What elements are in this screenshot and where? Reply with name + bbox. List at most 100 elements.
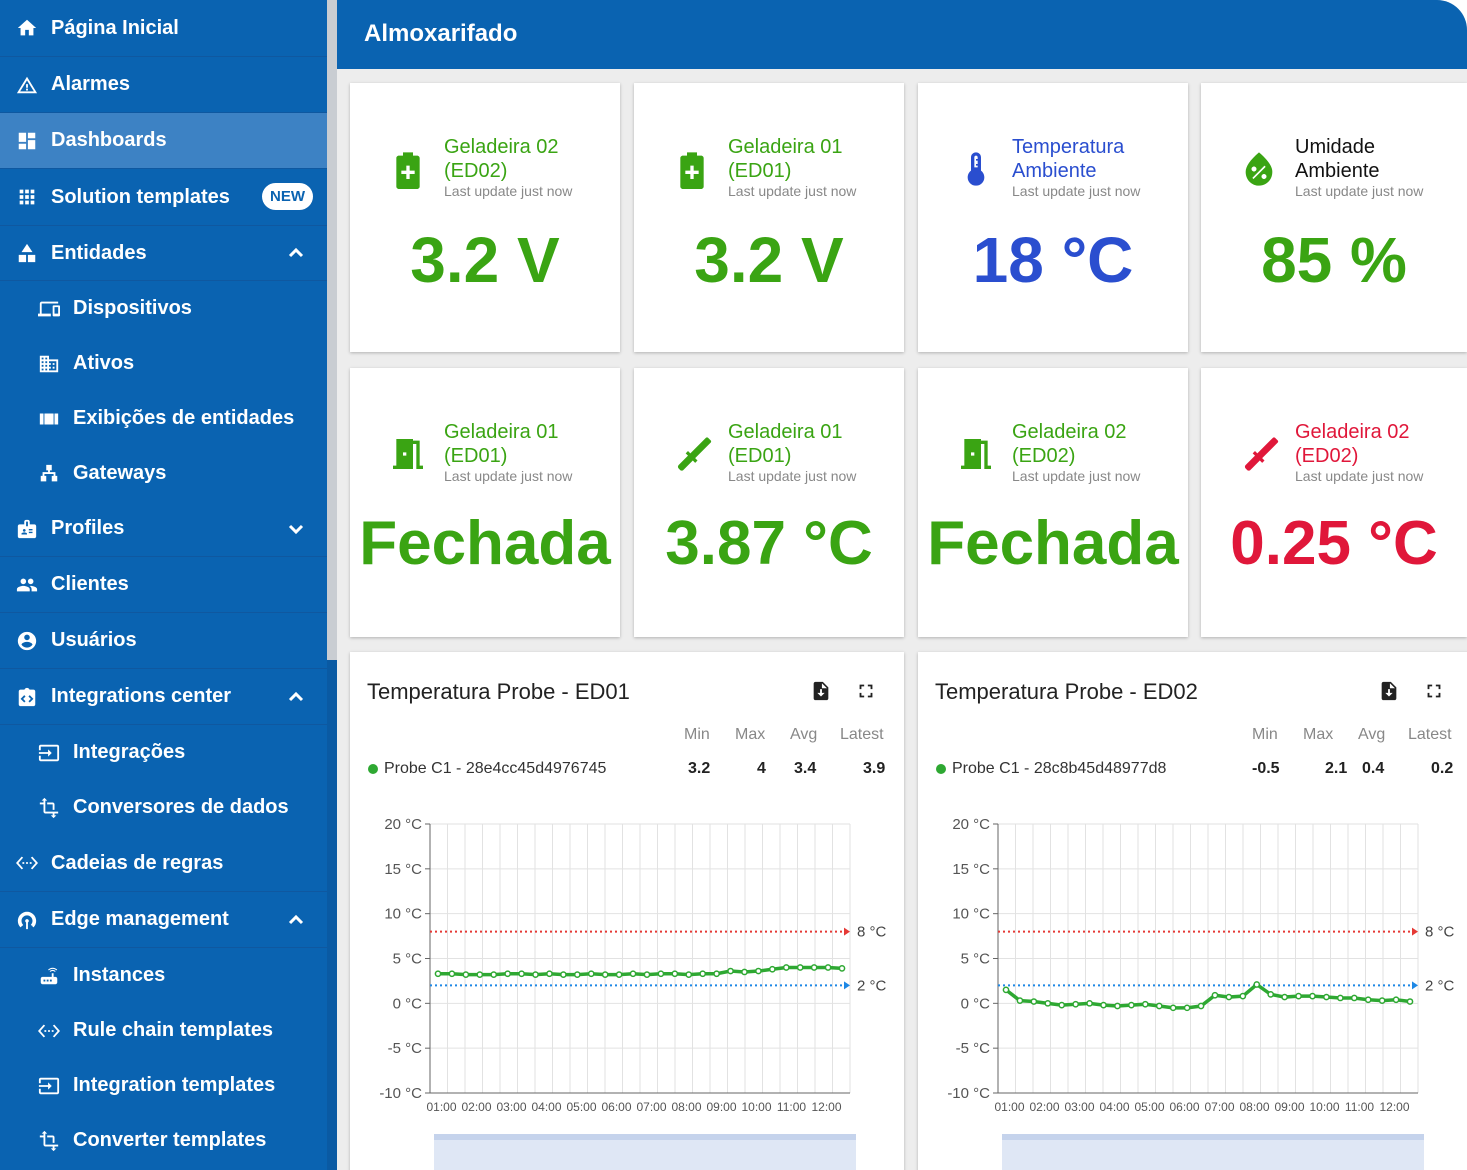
new-badge: NEW [262, 183, 313, 210]
stat-header: Latest [1408, 726, 1452, 743]
scrollbar-thumb[interactable] [327, 0, 337, 660]
sidebar-item-solution-templates[interactable]: Solution templates NEW [0, 169, 327, 226]
data-point [1406, 998, 1414, 1005]
chevron-up-icon[interactable] [287, 911, 305, 929]
x-tick-label: 12:00 [811, 1100, 841, 1114]
sidebar-item-pagina-inicial[interactable]: Página Inicial [0, 0, 327, 57]
sidebar-scrollbar[interactable] [327, 0, 337, 1170]
y-tick-label: 20 °C [384, 816, 422, 833]
stat-value: 2.1 [1325, 760, 1348, 777]
settings-ethernet-icon [38, 1020, 60, 1042]
sidebar-item-entidades[interactable]: Entidades [0, 226, 327, 281]
threshold-arrow [1412, 927, 1418, 936]
card-title: Geladeira 01 (ED01) [728, 421, 843, 467]
x-tick-label: 01:00 [994, 1100, 1024, 1114]
legend-label: Probe C1 - 28c8b45d48977d8 [952, 760, 1167, 777]
value-card[interactable]: Geladeira 02 (ED02) Last update just now 0… [1201, 368, 1467, 637]
sidebar-item-rule-chain-templates[interactable]: Rule chain templates [0, 1003, 327, 1058]
sidebar-item-integration-templates[interactable]: Integration templates [0, 1058, 327, 1113]
card-last-update: Last update just now [1012, 183, 1141, 199]
data-point [741, 968, 748, 976]
data-point [546, 970, 553, 978]
range-navigator[interactable] [434, 1134, 856, 1170]
range-navigator[interactable] [1002, 1134, 1424, 1170]
y-tick-label: 5 °C [961, 951, 991, 968]
value-card[interactable]: Umidade Ambiente Last update just now 85 % [1201, 83, 1467, 352]
sidebar-item-integracoes[interactable]: Integrações [0, 725, 327, 780]
sidebar-item-cadeias-de-regras[interactable]: Cadeias de regras [0, 835, 327, 892]
data-point [1169, 1004, 1177, 1012]
y-tick-label: 10 °C [952, 906, 990, 923]
value-card[interactable]: Geladeira 02 (ED02) Last update just now 3… [350, 83, 620, 352]
sidebar-item-instances[interactable]: Instances [0, 948, 327, 1003]
sidebar-item-label: Página Inicial [51, 16, 179, 39]
sidebar-item-label: Edge management [51, 908, 229, 930]
x-tick-label: 05:00 [566, 1100, 596, 1114]
data-point [699, 970, 707, 978]
data-point [713, 970, 720, 978]
y-tick-label: 0 °C [393, 995, 423, 1012]
fullscreen-icon[interactable] [1423, 680, 1445, 702]
sidebar-item-label: Integrações [73, 741, 186, 763]
card-last-update: Last update just now [444, 183, 573, 199]
chevron-up-icon[interactable] [287, 688, 305, 706]
card-value: 3.2 V [694, 224, 844, 296]
data-point [560, 971, 567, 978]
sidebar-item-label: Exibições de entidades [73, 407, 295, 429]
sidebar-item-label: Instances [73, 964, 166, 986]
chevron-down-icon[interactable] [287, 520, 305, 538]
data-point [1044, 999, 1052, 1007]
chevron-up-icon[interactable] [287, 244, 305, 262]
file-download-icon[interactable] [810, 680, 832, 702]
stat-value: 0.4 [1362, 760, 1385, 777]
data-point [532, 971, 539, 978]
legend-item[interactable]: Probe C1 - 28c8b45d48977d8 [936, 760, 1166, 778]
sidebar-item-dispositivos[interactable]: Dispositivos [0, 281, 327, 336]
home-icon [16, 17, 38, 39]
x-tick-label: 12:00 [1379, 1100, 1409, 1114]
sidebar-item-clientes[interactable]: Clientes [0, 557, 327, 613]
sidebar-item-gateways[interactable]: Gateways [0, 446, 327, 501]
y-tick-label: 5 °C [393, 951, 423, 968]
sidebar-item-alarmes[interactable]: Alarmes [0, 57, 327, 113]
legend-item[interactable]: Probe C1 - 28e4cc45d4976745 [368, 760, 606, 778]
sidebar-item-usuarios[interactable]: Usuários [0, 613, 327, 669]
fullscreen-icon[interactable] [855, 680, 877, 702]
line-chart: 20 °C 15 °C 10 °C 5 °C 0 °C -5 °C -10 °C 01:00 0… [379, 816, 886, 1114]
input-icon [38, 742, 60, 764]
legend-dot [936, 764, 946, 774]
stat-value: 3.2 [688, 760, 711, 777]
sidebar-item-dashboards[interactable]: Dashboards [0, 113, 327, 169]
sidebar-item-profiles[interactable]: Profiles [0, 501, 327, 557]
x-tick-label: 01:00 [426, 1100, 456, 1114]
card-title: Geladeira 02 (ED02) [1295, 421, 1410, 467]
value-card[interactable]: Geladeira 01 (ED01) Last update just now 3… [634, 83, 904, 352]
data-point [768, 965, 776, 973]
sidebar-item-integrations-center[interactable]: Integrations center [0, 669, 327, 725]
stat-value: 3.4 [794, 760, 817, 777]
value-card[interactable]: Geladeira 01 (ED01) Last update just now F… [350, 368, 620, 637]
stat-header: Max [1303, 726, 1334, 743]
door-icon [956, 434, 996, 474]
sidebar-item-ativos[interactable]: Ativos [0, 336, 327, 391]
file-download-icon[interactable] [1378, 680, 1400, 702]
data-point [1141, 1000, 1149, 1008]
value-card[interactable]: Temperatura Ambiente Last update just now… [918, 83, 1188, 352]
sidebar-item-edge-management[interactable]: Edge management [0, 892, 327, 948]
value-card[interactable]: Geladeira 01 (ED01) Last update just now 3… [634, 368, 904, 637]
data-point [1281, 993, 1288, 1001]
badge-icon [16, 518, 38, 540]
sidebar-item-label: Rule chain templates [73, 1019, 274, 1041]
value-card[interactable]: Geladeira 02 (ED02) Last update just now F… [918, 368, 1188, 637]
sidebar-item-conversores-de-dados[interactable]: Conversores de dados [0, 780, 327, 835]
data-point [434, 970, 442, 978]
card-last-update: Last update just now [728, 468, 857, 484]
y-tick-label: 15 °C [952, 861, 990, 878]
data-point [1364, 996, 1372, 1004]
sidebar-item-converter-templates[interactable]: Converter templates [0, 1113, 327, 1168]
sidebar-item-exibicoes-de-entidades[interactable]: Exibições de entidades [0, 391, 327, 446]
data-point [1295, 992, 1302, 1000]
sidebar-item-label: Solution templates [51, 185, 230, 208]
x-tick-label: 04:00 [1099, 1100, 1129, 1114]
